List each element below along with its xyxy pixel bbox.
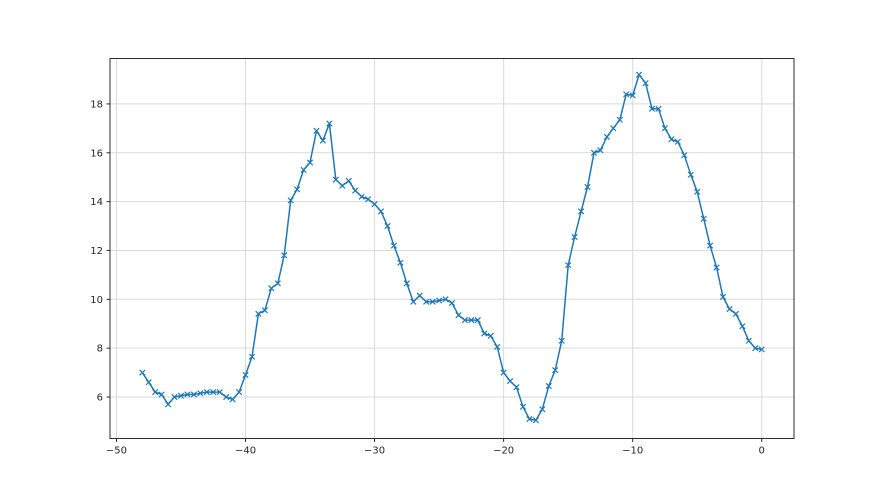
y-tick-label: 16 [90, 148, 103, 159]
y-tick-label: 14 [90, 197, 103, 208]
data-point-markers [139, 71, 765, 424]
y-tick-label: 12 [90, 246, 103, 257]
x-tick-label: −30 [364, 446, 385, 457]
data-line [141, 73, 763, 421]
y-tick-label: 10 [90, 295, 103, 306]
tick-marks [106, 103, 763, 442]
x-tick-label: −20 [493, 446, 514, 457]
x-tick-label: −40 [235, 446, 256, 457]
x-tick-label: −10 [622, 446, 643, 457]
grid-lines [110, 58, 794, 439]
y-tick-label: 18 [90, 99, 103, 110]
x-tick-label: −50 [106, 446, 127, 457]
tick-labels: −50 −40 −30 −20 −10 0 6 8 10 12 14 16 18 [90, 99, 765, 456]
x-tick-label: 0 [759, 446, 765, 457]
y-tick-label: 6 [97, 392, 103, 403]
plot-border [109, 58, 795, 439]
y-tick-label: 8 [97, 344, 103, 355]
